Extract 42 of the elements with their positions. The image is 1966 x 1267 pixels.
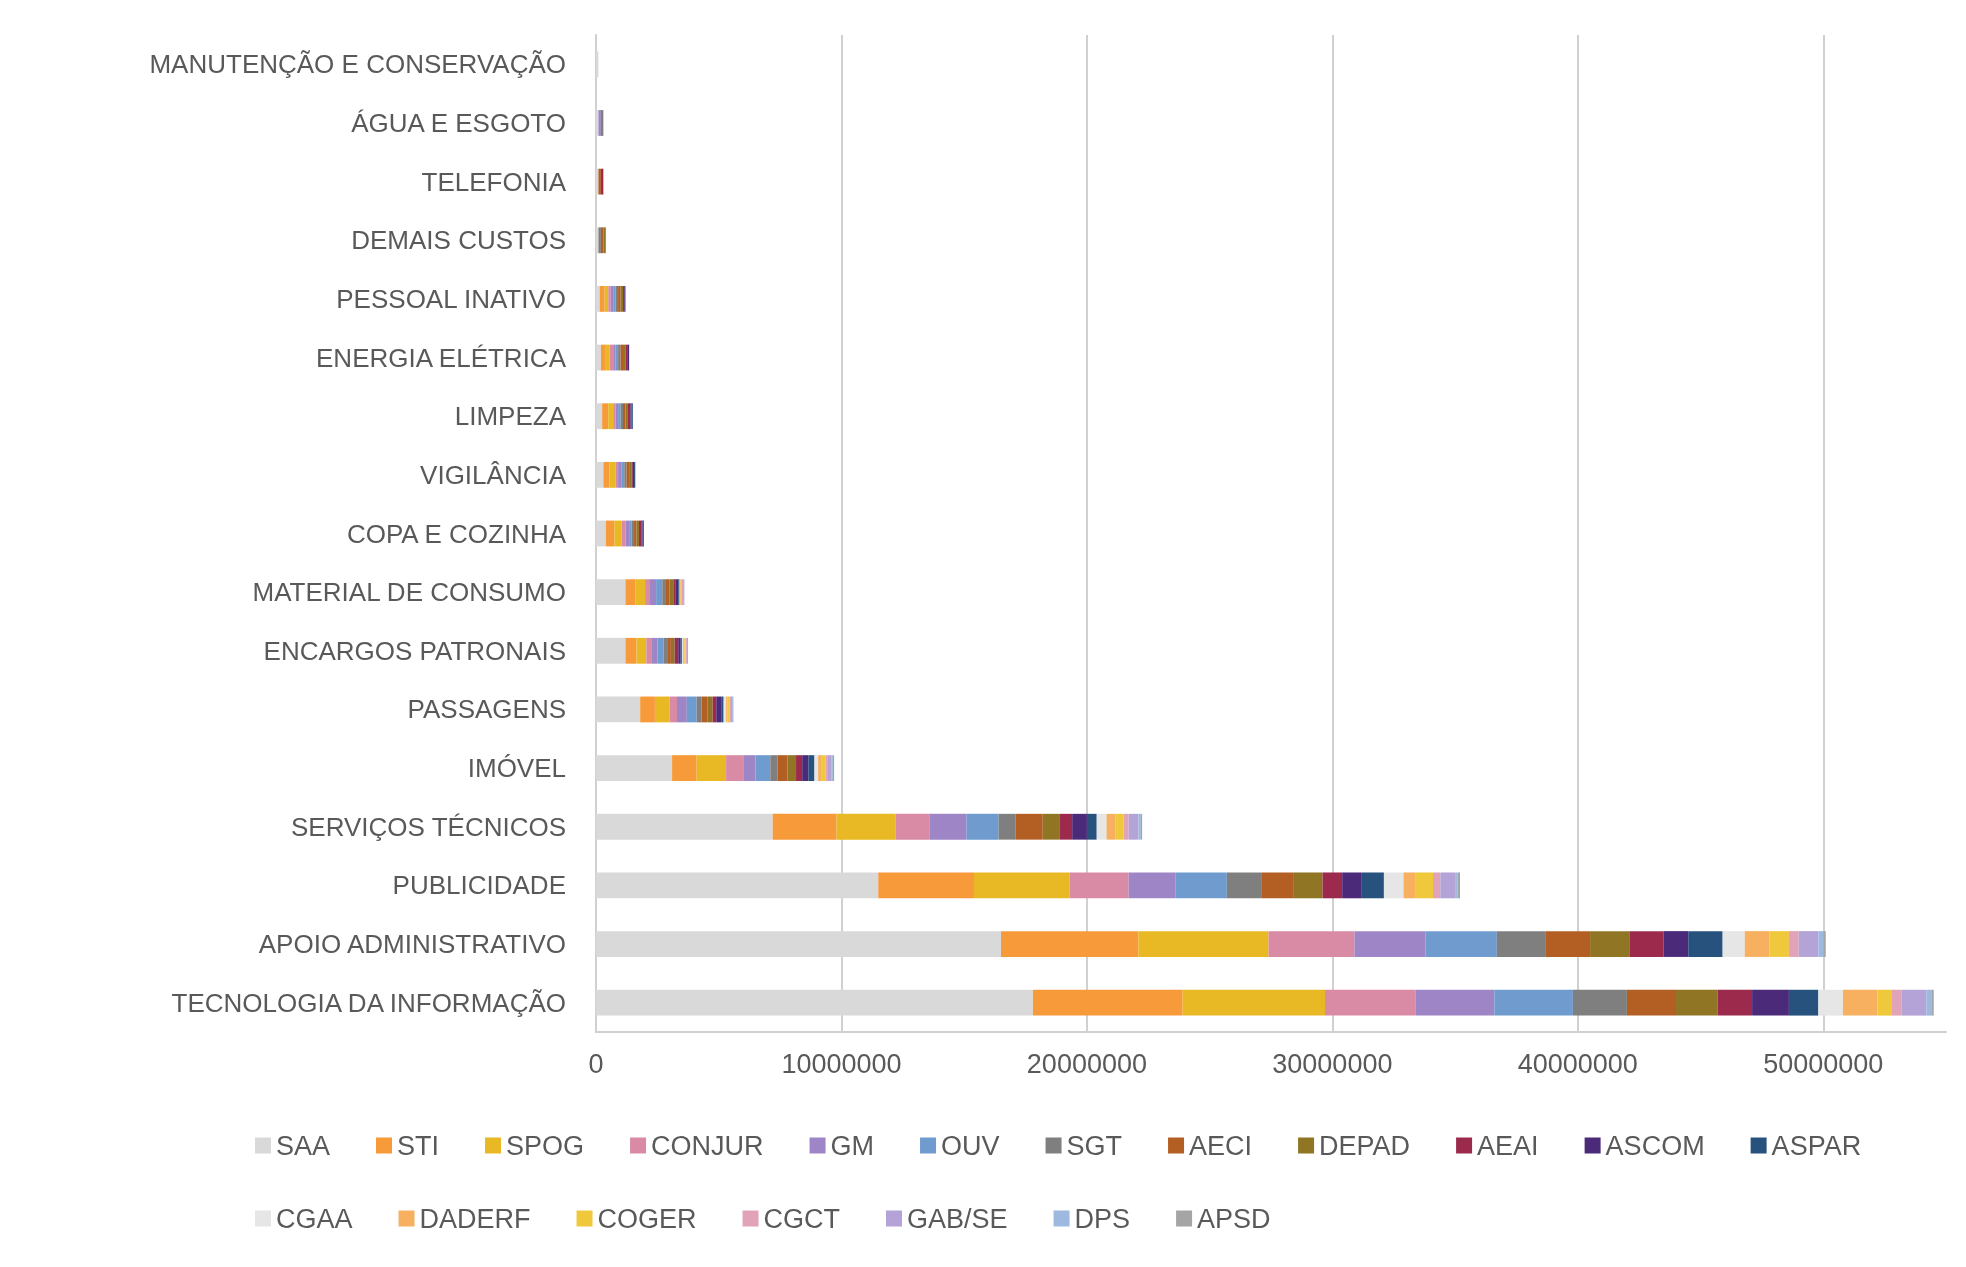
legend-label: DEPAD (1319, 1130, 1411, 1161)
legend-label: ASCOM (1605, 1130, 1705, 1161)
y-tick-label: DEMAIS CUSTOS (351, 225, 566, 256)
legend-label: CONJUR (651, 1130, 764, 1161)
y-tick-label: ENCARGOS PATRONAIS (263, 635, 566, 666)
legend-label: DPS (1074, 1203, 1131, 1234)
y-tick-label: TELEFONIA (421, 166, 567, 197)
y-tick-label: ÁGUA E ESGOTO (351, 107, 566, 138)
y-tick-label: VIGILÂNCIA (420, 459, 567, 490)
y-tick-label: ENERGIA ELÉTRICA (316, 342, 567, 373)
x-tick-label: 30000000 (1272, 1048, 1393, 1079)
legend-label: SGT (1066, 1130, 1123, 1161)
y-tick-label: PUBLICIDADE (392, 870, 566, 901)
legend-label: SAA (276, 1130, 331, 1161)
y-tick-label: COPA E COZINHA (346, 518, 567, 549)
y-tick-label: IMÓVEL (467, 753, 566, 784)
x-tick-label: 0 (588, 1048, 604, 1079)
y-tick-label: PESSOAL INATIVO (336, 283, 566, 314)
legend-label: GAB/SE (907, 1203, 1008, 1234)
legend-label: AEAI (1477, 1130, 1539, 1161)
y-tick-label: TECNOLOGIA DA INFORMAÇÃO (171, 987, 566, 1018)
legend-label: AECI (1189, 1130, 1253, 1161)
x-tick-label: 20000000 (1026, 1048, 1147, 1079)
legend-label: SPOG (506, 1130, 585, 1161)
x-tick-label: 40000000 (1517, 1048, 1638, 1079)
legend-label: CGCT (763, 1203, 841, 1234)
y-tick-label: PASSAGENS (407, 694, 566, 725)
legend-label: OUV (941, 1130, 1000, 1161)
legend-label: ASPAR (1771, 1130, 1862, 1161)
x-tick-label: 50000000 (1763, 1048, 1884, 1079)
legend-label: CGAA (276, 1203, 353, 1234)
y-tick-label: MATERIAL DE CONSUMO (252, 577, 566, 608)
x-tick-label: 10000000 (781, 1048, 902, 1079)
y-tick-label: SERVIÇOS TÉCNICOS (291, 811, 566, 842)
legend-label: STI (397, 1130, 440, 1161)
legend-label: DADERF (419, 1203, 531, 1234)
legend-label: COGER (597, 1203, 697, 1234)
y-tick-label: APOIO ADMINISTRATIVO (258, 929, 566, 960)
y-tick-label: MANUTENÇÃO E CONSERVAÇÃO (149, 49, 566, 80)
legend-label: GM (830, 1130, 875, 1161)
legend-label: APSD (1197, 1203, 1271, 1234)
y-tick-label: LIMPEZA (454, 401, 567, 432)
